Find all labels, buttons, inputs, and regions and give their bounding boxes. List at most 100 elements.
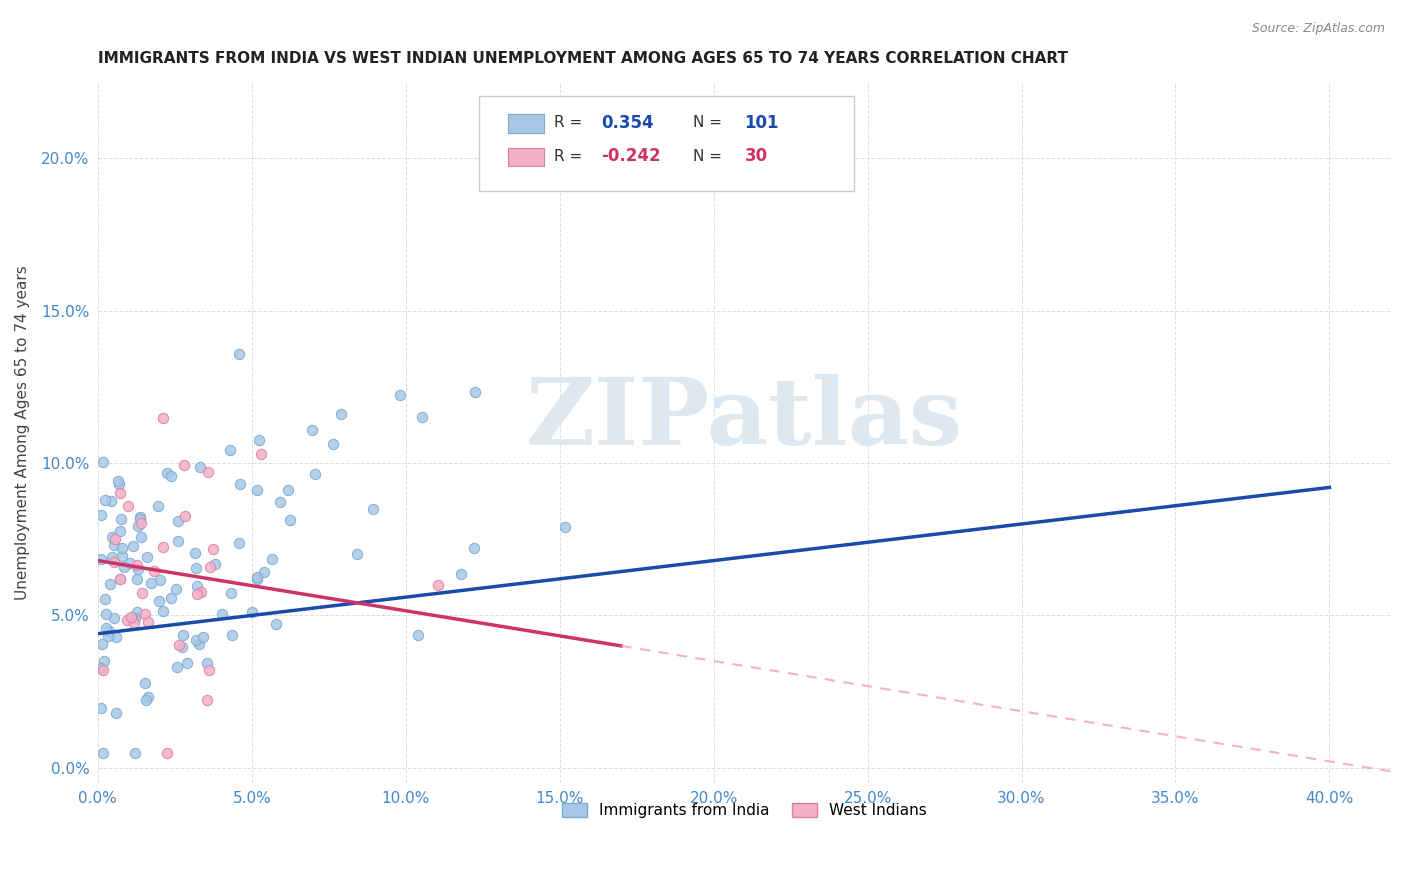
Point [172,640,194,654]
Point [105,706,128,721]
FancyBboxPatch shape [479,96,855,191]
Point [148,594,170,608]
Point [97,629,120,643]
Text: R =: R = [554,149,588,164]
Point [104,532,127,546]
Point [160,591,183,605]
Point [191,630,214,644]
Point [108,486,131,500]
Point [228,477,250,491]
Point [105,630,128,644]
Point [197,465,219,479]
Point [389,388,412,402]
Point [127,562,149,576]
Point [124,610,146,624]
Point [111,541,134,555]
Point [152,411,174,425]
Point [125,573,148,587]
Point [183,546,205,560]
Point [167,639,190,653]
Text: 101: 101 [744,114,779,132]
Legend: Immigrants from India, West Indians: Immigrants from India, West Indians [555,797,932,824]
Point [136,615,159,629]
Point [406,628,429,642]
Point [173,508,195,523]
Point [166,660,188,674]
Point [156,746,179,760]
Point [108,476,131,491]
Point [135,693,157,707]
Point [91,664,114,678]
Point [219,443,242,458]
Point [111,549,134,563]
Text: -0.242: -0.242 [600,147,661,165]
Point [96,621,118,635]
Point [129,516,152,530]
Point [101,550,124,565]
Point [108,572,131,586]
Point [112,559,135,574]
Point [198,663,221,677]
Point [228,535,250,549]
Text: N =: N = [693,149,727,164]
Point [450,566,472,581]
Point [110,512,132,526]
Point [139,575,162,590]
Point [246,483,269,497]
Point [221,627,243,641]
Point [129,530,152,544]
Point [277,483,299,497]
Point [91,746,114,760]
Point [186,561,208,575]
Point [93,654,115,668]
Point [411,410,433,425]
Text: ZIPatlas: ZIPatlas [526,374,963,464]
Point [103,611,125,625]
Point [103,555,125,569]
Point [361,502,384,516]
Point [108,572,131,586]
Point [127,519,149,533]
Point [278,513,301,527]
Point [184,632,207,647]
Point [136,549,159,564]
Point [91,455,114,469]
Point [240,605,263,619]
Point [149,573,172,587]
Point [554,520,576,534]
Point [322,437,344,451]
FancyBboxPatch shape [508,114,544,133]
Point [152,604,174,618]
Point [301,423,323,437]
Point [176,656,198,670]
Point [165,582,187,596]
Point [186,587,208,601]
Point [219,586,242,600]
Point [246,572,269,586]
Point [427,578,450,592]
Point [90,551,112,566]
Point [107,475,129,489]
Point [120,556,142,570]
Point [100,530,122,544]
Point [125,605,148,619]
Point [90,661,112,675]
Point [120,610,142,624]
Point [129,510,152,524]
Y-axis label: Unemployment Among Ages 65 to 74 years: Unemployment Among Ages 65 to 74 years [15,265,30,600]
Point [90,701,112,715]
Point [94,607,117,621]
Point [125,558,148,572]
Point [134,675,156,690]
Point [187,637,209,651]
Point [197,693,219,707]
Point [252,565,274,579]
Point [269,495,291,509]
Point [97,624,120,638]
Point [156,466,179,480]
Point [329,407,352,421]
Point [134,607,156,622]
Point [250,446,273,460]
Point [463,541,485,556]
Point [166,534,188,549]
